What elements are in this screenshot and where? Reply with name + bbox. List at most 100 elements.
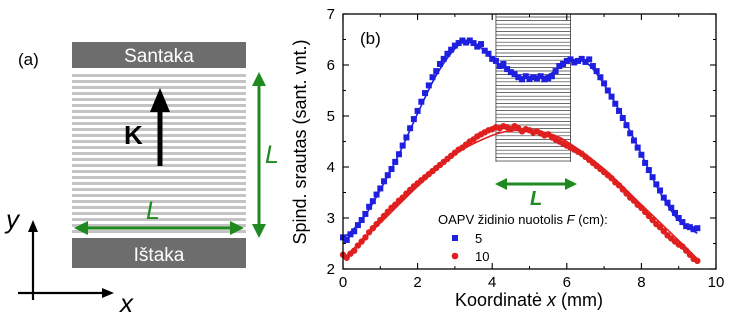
- data-point-series-5: [381, 178, 388, 185]
- plot-frame: [342, 13, 717, 270]
- vertical-length-arrow-icon: [252, 72, 266, 238]
- x-axis-label-prefix: Koordinatė: [455, 290, 547, 310]
- series-10-fit-line: [342, 128, 698, 260]
- y-tick-label: 7: [327, 6, 335, 23]
- data-point-series-5: [366, 203, 373, 210]
- x-tick-label: 4: [488, 274, 496, 291]
- data-point-series-5: [694, 225, 701, 232]
- y-axis-label: Spind. srautas (sant. vnt.): [290, 39, 310, 244]
- xy-axes-icon: [18, 220, 114, 300]
- data-point-series-5: [369, 198, 376, 205]
- data-point-series-5: [440, 55, 447, 62]
- data-point-series-5: [433, 68, 440, 75]
- data-point-series-5: [664, 199, 671, 206]
- x-tick-label: 2: [413, 274, 421, 291]
- legend-title-var: F: [567, 212, 576, 227]
- data-point-series-5: [351, 228, 358, 235]
- series-5-fit-line: [342, 40, 698, 239]
- legend-label-series-5: 5: [475, 231, 482, 246]
- stripe-line: [72, 182, 246, 185]
- series-10-points: [339, 123, 701, 265]
- data-point-series-5: [556, 63, 563, 70]
- data-point-series-5: [500, 60, 507, 67]
- bottom-block-label: Ištaka: [134, 245, 185, 266]
- data-point-series-5: [414, 107, 421, 114]
- stripe-line: [72, 194, 246, 197]
- data-point-series-5: [343, 236, 350, 243]
- y-tick-label: 3: [327, 210, 335, 227]
- x-axis-label: Koordinatė x (mm): [455, 290, 603, 310]
- data-point-series-5: [418, 98, 425, 105]
- y-axis-letter: y: [4, 204, 21, 234]
- data-point-series-10: [656, 223, 664, 231]
- legend-marker-series-5: [452, 235, 458, 241]
- data-point-series-5: [574, 57, 581, 64]
- stripe-line: [72, 224, 246, 227]
- legend-title-prefix: OAPV židinio nuotolis: [438, 212, 567, 227]
- data-point-series-5: [444, 50, 451, 57]
- data-point-series-10: [649, 216, 656, 224]
- legend-title: OAPV židinio nuotolis F (cm):: [438, 212, 608, 227]
- horizontal-length-label: L: [146, 197, 160, 225]
- data-point-series-5: [686, 224, 693, 231]
- data-point-series-5: [422, 90, 429, 97]
- data-point-series-5: [492, 57, 499, 64]
- legend-marker-series-10: [451, 252, 459, 260]
- region-label: L: [530, 188, 542, 210]
- data-point-series-5: [519, 76, 526, 83]
- y-ticks: 2 3 4 5 6 7: [327, 6, 716, 278]
- stripe-line: [72, 80, 246, 83]
- panel-a-label: (a): [18, 50, 39, 69]
- data-point-series-10: [660, 228, 667, 235]
- bottom-block: [72, 238, 246, 268]
- stripe-line: [72, 218, 246, 221]
- top-block: [72, 42, 246, 68]
- data-point-series-5: [515, 74, 522, 81]
- data-point-series-5: [474, 43, 481, 50]
- data-point-series-5: [578, 55, 585, 62]
- x-axis-label-suffix: (mm): [556, 290, 603, 310]
- x-axis-letter: x: [118, 288, 134, 318]
- legend-title-suffix: (cm):: [575, 212, 608, 227]
- top-block-label: Santaka: [124, 46, 194, 67]
- data-point-series-10: [365, 229, 373, 236]
- x-tick-label: 10: [708, 274, 725, 291]
- data-point-series-5: [586, 56, 593, 63]
- data-point-series-5: [679, 219, 686, 226]
- data-point-series-5: [597, 74, 604, 81]
- data-point-series-5: [668, 204, 675, 211]
- stripe-line: [72, 212, 246, 215]
- data-point-series-5: [459, 37, 466, 44]
- data-point-series-5: [429, 74, 436, 81]
- data-point-series-5: [541, 76, 548, 83]
- panel-a: (a) Santaka Ištaka K L L y: [4, 42, 279, 318]
- x-tick-label: 6: [563, 274, 571, 291]
- data-point-series-5: [571, 59, 578, 66]
- data-point-series-5: [567, 56, 574, 63]
- stripe-line: [72, 176, 246, 179]
- data-point-series-5: [485, 50, 492, 57]
- k-vector-arrow-icon: [150, 88, 170, 166]
- data-point-series-5: [671, 209, 678, 216]
- stripe-line: [72, 170, 246, 173]
- x-tick-label: 8: [637, 274, 645, 291]
- data-point-series-5: [627, 130, 634, 137]
- data-point-series-5: [466, 37, 473, 44]
- stripe-line: [72, 200, 246, 203]
- data-point-series-5: [589, 63, 596, 70]
- k-vector-label: K: [124, 120, 143, 150]
- data-point-series-5: [410, 116, 417, 123]
- data-point-series-5: [436, 60, 443, 67]
- region-arrow-icon: [495, 178, 577, 190]
- data-point-series-5: [530, 74, 537, 81]
- x-tick-label: 0: [339, 274, 347, 291]
- x-ticks: 0 2 4 6 8 10: [339, 14, 725, 291]
- panel-b-label: (b): [360, 29, 381, 48]
- data-point-series-5: [347, 231, 354, 238]
- data-point-series-5: [563, 57, 570, 64]
- x-axis-label-var: x: [546, 290, 557, 310]
- stripe-line: [72, 188, 246, 191]
- data-point-series-5: [478, 41, 485, 48]
